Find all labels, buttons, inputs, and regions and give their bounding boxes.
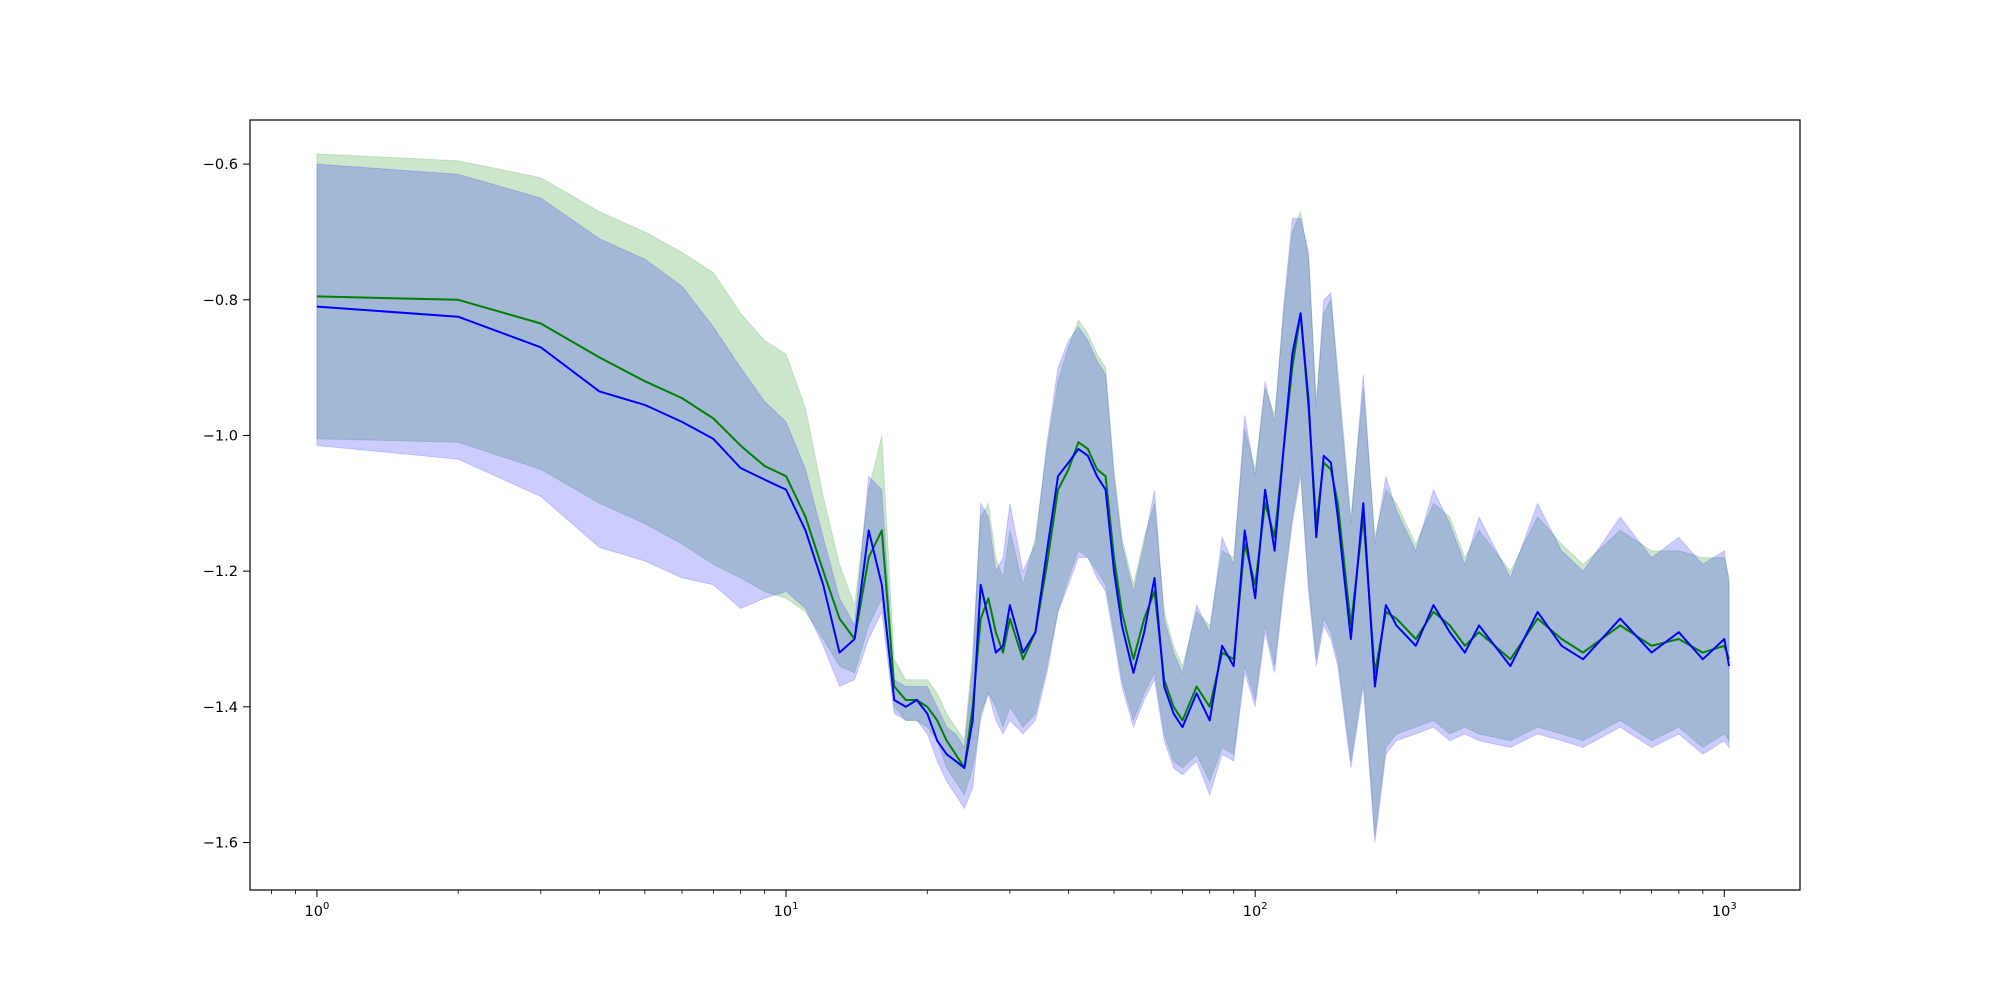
y-tick-label: −0.6 (203, 157, 238, 173)
plot-area (250, 120, 1800, 890)
x-tick-label: 100 (305, 901, 330, 920)
y-tick-label: −1.6 (203, 836, 238, 852)
y-axis: −0.6 −0.8 −1.0 −1.2 −1.4 −1.6 (203, 157, 250, 852)
x-axis: 100 101 102 103 (271, 890, 1737, 920)
x-tick-label: 102 (1243, 901, 1268, 920)
x-tick-label: 103 (1712, 901, 1737, 920)
y-tick-label: −1.0 (203, 428, 238, 444)
plot-frame (249, 119, 1801, 891)
series-2-line (316, 305, 1731, 769)
y-tick-label: −0.8 (203, 293, 238, 309)
series-lines (316, 295, 1731, 769)
x-tick-label: 101 (774, 901, 799, 920)
y-tick-label: −1.4 (203, 700, 238, 716)
y-tick-label: −1.2 (203, 564, 238, 580)
